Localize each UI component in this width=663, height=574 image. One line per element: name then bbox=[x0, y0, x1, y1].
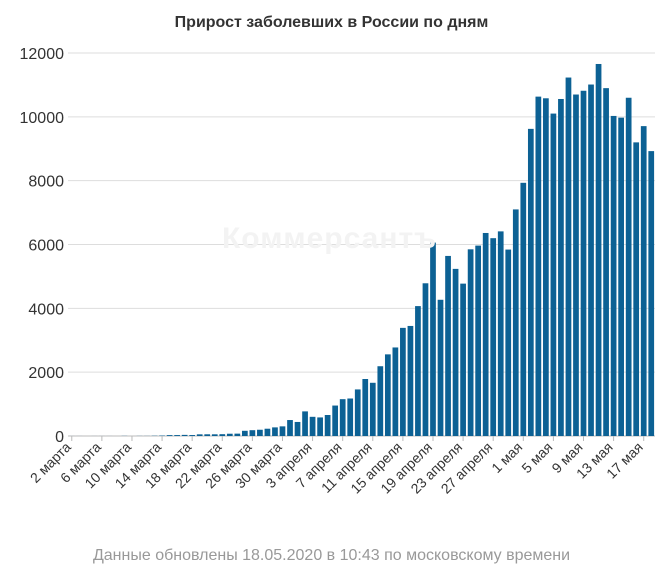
bar bbox=[565, 77, 572, 436]
bar bbox=[527, 128, 534, 436]
bar bbox=[347, 398, 354, 436]
bar bbox=[257, 429, 263, 436]
bar bbox=[211, 434, 218, 436]
y-tick-label: 6000 bbox=[28, 238, 64, 255]
bar bbox=[625, 97, 632, 436]
bar bbox=[648, 151, 655, 437]
bar bbox=[535, 96, 542, 436]
bar bbox=[332, 405, 339, 436]
bar bbox=[543, 98, 549, 436]
x-tick-label: 1 мая bbox=[488, 439, 525, 476]
bar bbox=[272, 427, 278, 436]
bar bbox=[287, 420, 293, 436]
y-tick-label: 2000 bbox=[28, 365, 64, 382]
bar bbox=[633, 142, 640, 436]
bar bbox=[226, 433, 233, 436]
bar bbox=[610, 115, 617, 436]
bar bbox=[558, 98, 564, 437]
bar bbox=[354, 389, 361, 436]
bar bbox=[640, 126, 647, 437]
y-tick-label: 12000 bbox=[20, 46, 65, 63]
watermark-logo: Коммерсантъ bbox=[222, 222, 438, 255]
bar bbox=[174, 435, 180, 436]
bar bbox=[181, 434, 188, 436]
bar bbox=[219, 434, 226, 436]
bar bbox=[309, 416, 316, 436]
bar bbox=[415, 306, 421, 436]
x-tick-label: 5 мая bbox=[518, 439, 555, 476]
bar bbox=[505, 249, 512, 436]
bar bbox=[369, 382, 376, 436]
bar bbox=[234, 433, 241, 436]
bar bbox=[460, 283, 466, 436]
bar bbox=[196, 434, 203, 436]
bar bbox=[497, 231, 504, 436]
bar bbox=[166, 435, 173, 436]
grid-lines bbox=[68, 52, 655, 437]
bar bbox=[204, 434, 211, 436]
bar bbox=[520, 182, 527, 436]
bar bbox=[189, 435, 196, 436]
bar bbox=[302, 411, 308, 436]
bar bbox=[475, 245, 482, 436]
chart-title: Прирост заболевших в России по дням bbox=[174, 14, 489, 31]
update-note: Данные обновлены 18.05.2020 в 10:43 по м… bbox=[92, 547, 571, 564]
bar bbox=[550, 113, 557, 436]
bar bbox=[603, 88, 609, 436]
y-tick-label: 10000 bbox=[20, 110, 65, 127]
bar bbox=[384, 354, 391, 436]
bar bbox=[490, 238, 497, 436]
bar bbox=[264, 428, 271, 436]
bar bbox=[339, 399, 346, 436]
y-tick-label: 4000 bbox=[28, 301, 64, 318]
bar bbox=[324, 415, 331, 436]
bar bbox=[580, 90, 587, 436]
bar bbox=[422, 283, 429, 436]
bar bbox=[241, 430, 248, 436]
bar bbox=[377, 366, 384, 436]
bar bbox=[452, 268, 459, 436]
bar bbox=[595, 63, 602, 436]
bar bbox=[392, 347, 399, 436]
bar bbox=[294, 421, 301, 436]
bar bbox=[618, 117, 624, 436]
bar bbox=[249, 430, 256, 436]
bar bbox=[407, 325, 414, 436]
y-tick-label: 0 bbox=[55, 429, 64, 446]
bar bbox=[467, 249, 474, 436]
bars bbox=[68, 63, 655, 437]
bar bbox=[588, 84, 594, 436]
bar bbox=[573, 94, 579, 437]
bar bbox=[317, 417, 323, 436]
bar bbox=[437, 299, 444, 436]
bar bbox=[512, 209, 519, 436]
bar bbox=[430, 242, 436, 436]
y-axis-ticks: 0 2000 4000 6000 8000 10000 12000 bbox=[20, 46, 65, 446]
bar bbox=[362, 379, 369, 436]
bar bbox=[482, 232, 489, 436]
bar bbox=[445, 255, 451, 436]
bar bbox=[279, 426, 286, 436]
y-tick-label: 8000 bbox=[28, 174, 64, 191]
bar bbox=[400, 327, 406, 436]
